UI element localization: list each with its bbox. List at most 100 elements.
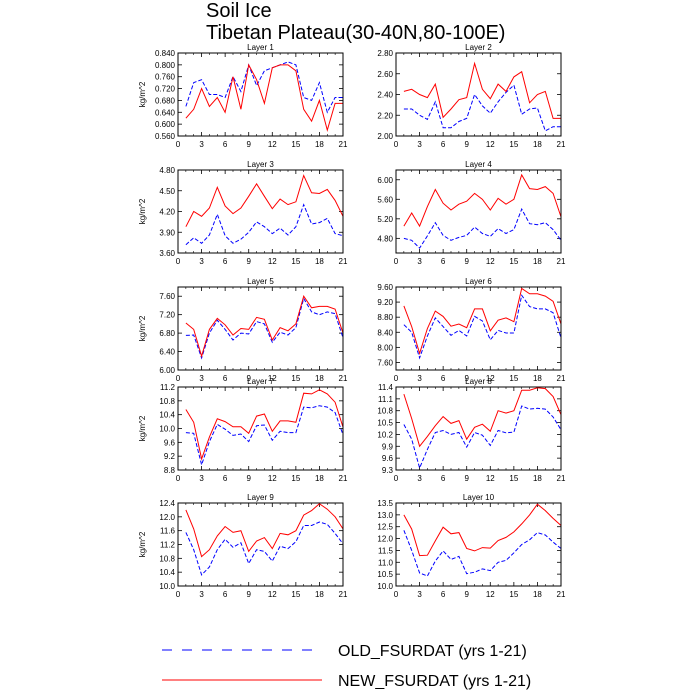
y-tick-label: 10.0 xyxy=(377,582,393,591)
y-tick-label: 6.00 xyxy=(377,176,393,185)
series-line-old xyxy=(403,405,562,470)
chart-panel-3: Layer 3 0 3 6 9 12 15 18 21 3.60 3.90 4.20 4.50 4.80 k… xyxy=(138,160,348,266)
x-tick-label: 12 xyxy=(486,474,495,483)
y-axis-label: kg/m^2 xyxy=(138,315,147,341)
y-tick-label: 0.720 xyxy=(155,85,176,94)
x-tick-label: 15 xyxy=(509,474,518,483)
x-tick-label: 3 xyxy=(417,140,422,149)
y-tick-label: 11.0 xyxy=(378,558,394,567)
x-tick-label: 12 xyxy=(486,374,495,383)
x-tick-label: 6 xyxy=(223,374,228,383)
x-tick-label: 6 xyxy=(441,257,446,266)
x-tick-label: 12 xyxy=(268,140,277,149)
series-line-old xyxy=(403,530,562,577)
y-tick-label: 11.1 xyxy=(378,395,394,404)
legend: OLD_FSURDAT (yrs 1-21) NEW_FSURDAT (yrs … xyxy=(162,643,531,690)
series-line-new xyxy=(185,63,343,132)
x-tick-label: 9 xyxy=(246,140,251,149)
y-tick-label: 10.8 xyxy=(377,407,393,416)
x-tick-label: 18 xyxy=(533,140,542,149)
x-tick-label: 6 xyxy=(223,140,228,149)
x-tick-label: 12 xyxy=(268,590,277,599)
x-tick-label: 21 xyxy=(557,590,566,599)
y-tick-label: 13.5 xyxy=(377,499,393,508)
x-tick-label: 6 xyxy=(441,590,446,599)
plot-frame xyxy=(177,169,344,254)
y-tick-label: 9.6 xyxy=(382,454,394,463)
x-tick-label: 12 xyxy=(486,257,495,266)
chart-panel-9: Layer 9 0 3 6 9 12 15 18 21 10.0 10.4 10.8 11.2 11.6 1… xyxy=(138,493,348,599)
y-tick-label: 12.5 xyxy=(377,523,393,532)
chart-panel-7: Layer 7 0 3 6 9 12 15 18 21 8.8 9.2 9.6 10.0 10.4 10.8… xyxy=(138,377,348,483)
y-tick-label: 2.20 xyxy=(377,111,393,120)
series-line-new xyxy=(403,503,562,557)
y-tick-label: 9.60 xyxy=(377,283,393,292)
x-tick-label: 9 xyxy=(464,374,469,383)
y-tick-label: 11.4 xyxy=(378,383,394,392)
legend-new-label: NEW_FSURDAT (yrs 1-21) xyxy=(338,673,531,690)
x-tick-label: 0 xyxy=(394,590,399,599)
y-tick-label: 12.4 xyxy=(159,499,175,508)
y-tick-label: 10.4 xyxy=(159,411,175,420)
y-tick-label: 0.680 xyxy=(155,96,176,105)
x-tick-label: 18 xyxy=(315,374,324,383)
panel-title: Layer 9 xyxy=(247,493,274,502)
series-line-old xyxy=(185,61,343,114)
x-tick-label: 21 xyxy=(557,257,566,266)
x-tick-label: 15 xyxy=(291,257,300,266)
x-tick-label: 12 xyxy=(268,374,277,383)
x-tick-label: 21 xyxy=(339,590,348,599)
plot-frame xyxy=(177,52,344,137)
x-tick-label: 9 xyxy=(246,590,251,599)
y-tick-label: 0.600 xyxy=(155,120,176,129)
x-tick-label: 9 xyxy=(464,140,469,149)
x-tick-label: 15 xyxy=(291,140,300,149)
x-tick-label: 0 xyxy=(394,257,399,266)
y-tick-label: 9.20 xyxy=(377,298,393,307)
y-tick-label: 8.8 xyxy=(164,466,176,475)
x-tick-label: 3 xyxy=(417,374,422,383)
plot-frame xyxy=(395,286,562,371)
x-tick-label: 21 xyxy=(557,374,566,383)
x-tick-label: 12 xyxy=(268,474,277,483)
y-tick-label: 4.80 xyxy=(159,166,175,175)
x-tick-label: 18 xyxy=(533,374,542,383)
y-tick-label: 7.60 xyxy=(377,358,393,367)
plot-frame xyxy=(177,286,344,371)
x-tick-label: 9 xyxy=(246,257,251,266)
x-tick-label: 0 xyxy=(176,590,181,599)
y-axis-label: kg/m^2 xyxy=(138,415,147,441)
x-tick-label: 0 xyxy=(394,474,399,483)
x-tick-label: 12 xyxy=(268,257,277,266)
x-tick-label: 3 xyxy=(417,474,422,483)
series-line-old xyxy=(185,203,344,246)
y-tick-label: 3.90 xyxy=(159,228,175,237)
chart-panel-2: Layer 2 0 3 6 9 12 15 18 21 2.00 2.20 2.40 2.60 2.80 xyxy=(377,43,566,149)
x-tick-label: 0 xyxy=(176,374,181,383)
x-tick-label: 15 xyxy=(291,474,300,483)
y-tick-label: 11.2 xyxy=(160,383,176,392)
x-tick-label: 9 xyxy=(246,374,251,383)
chart-panel-8: Layer 8 0 3 6 9 12 15 18 21 9.3 9.6 9.9 10.2 10.5 10.8… xyxy=(377,377,566,483)
y-tick-label: 2.40 xyxy=(377,91,393,100)
x-tick-label: 3 xyxy=(417,257,422,266)
chart-panel-4: Layer 4 0 3 6 9 12 15 18 21 4.80 5.20 5.60 6.00 xyxy=(377,160,566,266)
x-tick-label: 6 xyxy=(223,590,228,599)
y-tick-label: 4.20 xyxy=(159,208,175,217)
y-tick-label: 8.80 xyxy=(377,313,393,322)
y-tick-label: 0.840 xyxy=(155,49,176,58)
page-subtitle: Tibetan Plateau(30-40N,80-100E) xyxy=(206,22,506,44)
x-tick-label: 15 xyxy=(509,257,518,266)
page-title: Soil Ice xyxy=(206,0,272,22)
plot-frame xyxy=(395,502,562,587)
series-line-new xyxy=(185,174,344,227)
plot-frame xyxy=(395,169,562,254)
legend-old-label: OLD_FSURDAT (yrs 1-21) xyxy=(338,643,527,660)
x-tick-label: 15 xyxy=(509,374,518,383)
series-line-new xyxy=(403,61,561,119)
y-tick-label: 10.0 xyxy=(159,425,175,434)
plot-frame xyxy=(177,502,344,587)
y-tick-label: 8.40 xyxy=(377,328,393,337)
series-line-new xyxy=(185,389,344,461)
